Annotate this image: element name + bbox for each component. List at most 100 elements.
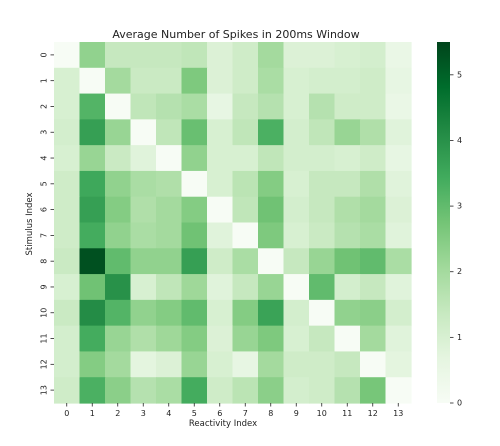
heatmap-cell [207, 222, 234, 249]
heatmap-cell [54, 274, 81, 301]
heatmap-cell [309, 299, 336, 327]
heatmap-cell [360, 42, 387, 69]
heatmap-cell [156, 299, 183, 327]
heatmap-cell [181, 325, 208, 353]
heatmap-cell [309, 351, 336, 378]
heatmap-cell [130, 119, 157, 146]
y-tick-label: 9 [40, 284, 49, 289]
heatmap-cell [232, 248, 259, 275]
heatmap-cell [130, 377, 157, 404]
heatmap-cell [105, 67, 132, 95]
heatmap-cell [309, 377, 336, 404]
y-tick-label: 3 [40, 130, 49, 135]
heatmap-cell [156, 196, 183, 224]
heatmap-cell [258, 119, 285, 146]
heatmap-cell [334, 248, 361, 275]
heatmap-cell [207, 274, 234, 301]
heatmap-cell [79, 377, 106, 404]
y-tick-label: 1 [40, 78, 49, 83]
heatmap-cell [309, 67, 336, 95]
heatmap-cell [207, 196, 234, 224]
heatmap-cell [309, 93, 336, 120]
heatmap-cell [360, 93, 387, 120]
heatmap-cell [232, 93, 259, 120]
heatmap-cell [309, 170, 336, 198]
heatmap-cell [181, 145, 208, 172]
x-tick-label: 10 [317, 409, 327, 418]
x-tick-label: 0 [64, 409, 69, 418]
x-tick-label: 6 [217, 409, 222, 418]
y-tick-label: 10 [40, 308, 49, 318]
heatmap-cell [334, 325, 361, 353]
heatmap-cell [334, 170, 361, 198]
heatmap-cell [181, 93, 208, 120]
heatmap-cell [385, 93, 412, 120]
heatmap-cell [207, 119, 234, 146]
heatmap-cell [79, 93, 106, 120]
heatmap-cell [105, 248, 132, 275]
heatmap-cell [360, 248, 387, 275]
heatmap-cell [181, 42, 208, 69]
heatmap-cell [258, 351, 285, 378]
heatmap-cell [232, 196, 259, 224]
heatmap-cell [105, 222, 132, 249]
heatmap-cell [232, 299, 259, 327]
heatmap-cell [334, 196, 361, 224]
heatmap-cell [105, 170, 132, 198]
heatmap-cell [54, 93, 81, 120]
x-tick-label: 3 [141, 409, 146, 418]
heatmap-cell [283, 196, 310, 224]
y-tick-label: 8 [40, 259, 49, 264]
y-tick-label: 7 [40, 233, 49, 238]
heatmap-cell [207, 42, 234, 69]
heatmap-cell [105, 351, 132, 378]
heatmap-cells [54, 42, 412, 404]
heatmap-cell [258, 377, 285, 404]
heatmap-cell [283, 377, 310, 404]
heatmap-cell [54, 325, 81, 353]
heatmap-cell [258, 196, 285, 224]
heatmap-cell [258, 248, 285, 275]
y-tick-label: 12 [40, 359, 49, 369]
heatmap-cell [360, 222, 387, 249]
heatmap-cell [105, 145, 132, 172]
y-tick-label: 13 [40, 385, 49, 395]
heatmap-cell [334, 42, 361, 69]
heatmap-cell [258, 93, 285, 120]
heatmap-cell [258, 42, 285, 69]
heatmap-cell [54, 196, 81, 224]
heatmap-cell [283, 67, 310, 95]
x-axis-label: Reactivity Index [189, 419, 257, 429]
colorbar-tick-label: 0 [457, 399, 462, 408]
colorbar-tick-label: 4 [457, 136, 462, 145]
heatmap-cell [207, 248, 234, 275]
y-tick-label: 2 [40, 104, 49, 109]
heatmap-cell [54, 67, 81, 95]
heatmap-cell [360, 119, 387, 146]
heatmap-cell [207, 145, 234, 172]
heatmap-cell [334, 67, 361, 95]
heatmap-cell [79, 119, 106, 146]
heatmap-cell [334, 93, 361, 120]
heatmap-cell [385, 67, 412, 95]
x-tick-label: 11 [342, 409, 352, 418]
heatmap-cell [54, 377, 81, 404]
heatmap-cell [283, 222, 310, 249]
heatmap-cell [156, 222, 183, 249]
heatmap-cell [207, 351, 234, 378]
heatmap-cell [283, 299, 310, 327]
heatmap-cell [385, 274, 412, 301]
heatmap-cell [309, 325, 336, 353]
heatmap-cell [130, 248, 157, 275]
heatmap-cell [105, 93, 132, 120]
heatmap-cell [232, 274, 259, 301]
heatmap-cell [232, 325, 259, 353]
x-tick-label: 13 [393, 409, 403, 418]
heatmap-cell [385, 145, 412, 172]
heatmap-cell [79, 351, 106, 378]
heatmap-cell [360, 377, 387, 404]
heatmap-cell [79, 170, 106, 198]
heatmap-cell [232, 222, 259, 249]
